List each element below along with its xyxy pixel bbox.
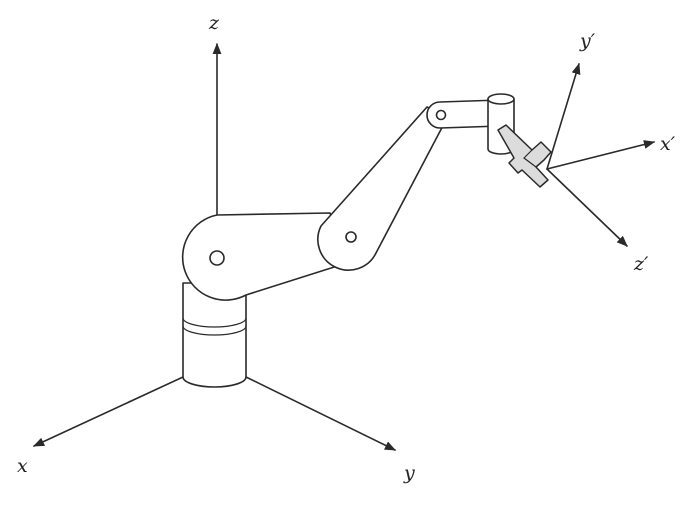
gripper [497, 124, 552, 188]
tool-y-label: y′ [579, 30, 596, 52]
base-y-label: y [403, 462, 415, 484]
shoulder-joint [209, 250, 225, 266]
robot-arm [181, 93, 552, 388]
elbow-joint [345, 231, 357, 243]
tool-y-axis [546, 62, 581, 170]
base-y-axis [245, 376, 397, 451]
base-x-label: x [17, 455, 28, 477]
base-frame: z x y [17, 12, 415, 484]
tool-frame: y′ x′ z′ [546, 30, 676, 275]
tool-x-axis [546, 140, 656, 170]
tool-z-axis [546, 168, 628, 247]
base-column [182, 282, 247, 388]
shoulder-housing [181, 212, 351, 301]
upper-arm-link [317, 106, 448, 271]
forearm-link [426, 99, 501, 129]
base-z-label: z [208, 12, 220, 34]
tool-z-label: z′ [633, 253, 649, 275]
forearm-joint [435, 109, 447, 121]
base-x-axis [32, 376, 184, 447]
tool-x-label: x′ [660, 133, 676, 155]
